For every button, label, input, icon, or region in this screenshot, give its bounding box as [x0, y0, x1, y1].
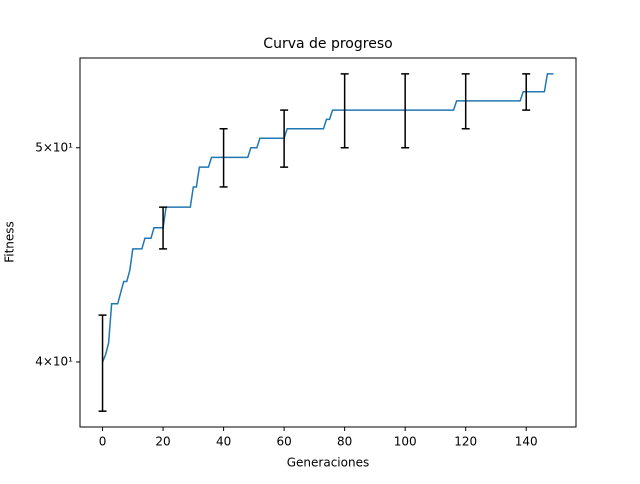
x-tick-label: 140 — [515, 435, 538, 449]
x-tick-label: 100 — [394, 435, 417, 449]
y-tick-label: 5×10¹ — [35, 140, 73, 154]
y-axis-label: Fitness — [3, 221, 17, 263]
x-tick-label: 20 — [155, 435, 170, 449]
x-axis-label: Generaciones — [287, 456, 369, 470]
x-tick-label: 40 — [216, 435, 231, 449]
plot-frame — [79, 57, 577, 428]
data-line — [101, 73, 554, 363]
x-tick-label: 120 — [454, 435, 477, 449]
chart-title: Curva de progreso — [263, 36, 392, 52]
x-tick-label: 60 — [276, 435, 291, 449]
y-tick-label: 4×10¹ — [35, 354, 73, 368]
x-tick-label: 0 — [99, 435, 107, 449]
x-tick-label: 80 — [337, 435, 352, 449]
